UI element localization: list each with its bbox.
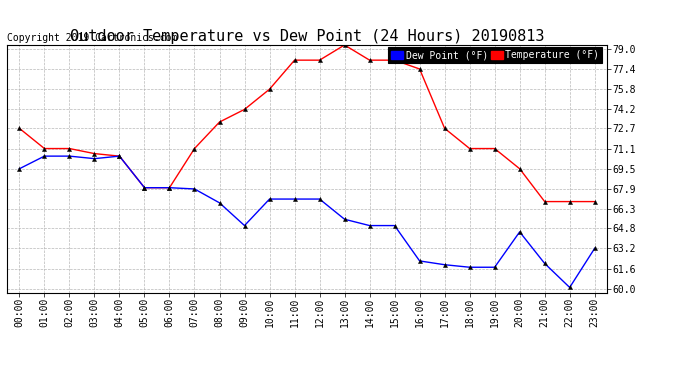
Title: Outdoor Temperature vs Dew Point (24 Hours) 20190813: Outdoor Temperature vs Dew Point (24 Hou… (70, 29, 544, 44)
Text: Copyright 2019 Cartronics.com: Copyright 2019 Cartronics.com (7, 33, 177, 42)
Legend: Dew Point (°F), Temperature (°F): Dew Point (°F), Temperature (°F) (388, 47, 602, 63)
